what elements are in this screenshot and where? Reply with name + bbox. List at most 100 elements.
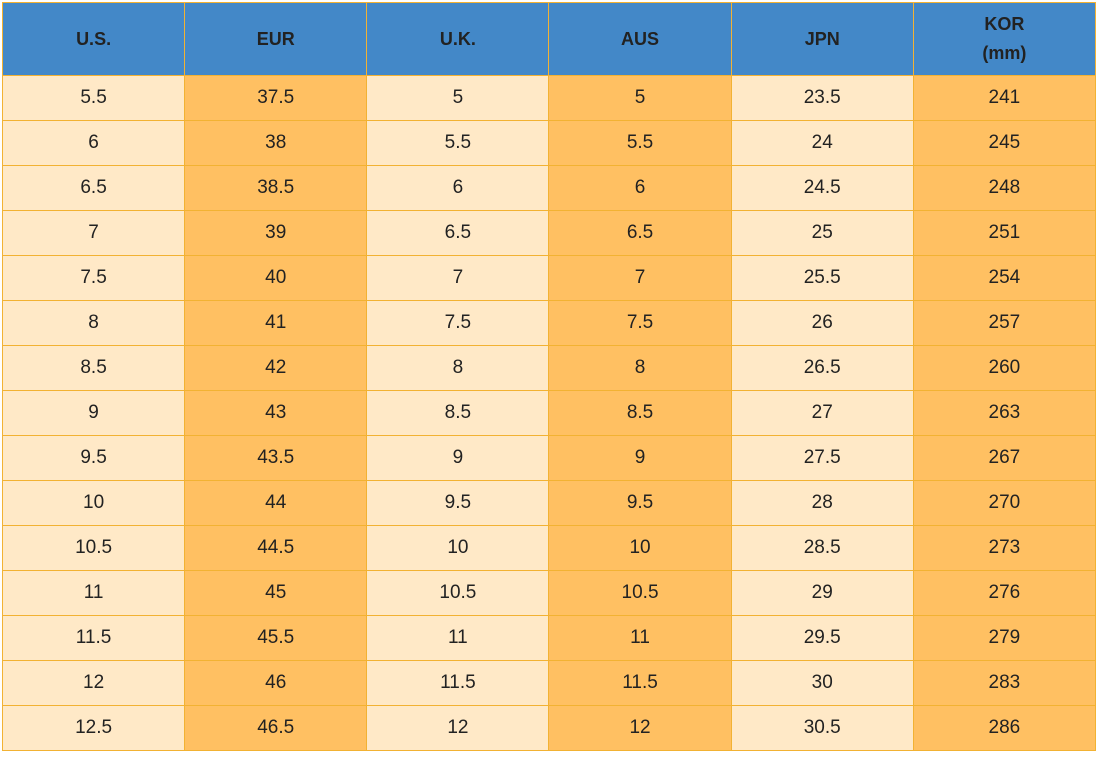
table-cell: 283	[912, 660, 1097, 706]
table-cell: 245	[912, 120, 1097, 166]
table-cell: 7	[1, 210, 186, 256]
table-cell: 42	[184, 345, 368, 391]
table-cell: 46.5	[184, 705, 368, 751]
table-cell: 11	[548, 615, 732, 661]
table-cell: 24	[730, 120, 914, 166]
table-cell: 8.5	[548, 390, 732, 436]
table-cell: 6.5	[366, 210, 550, 256]
table-cell: 11.5	[366, 660, 550, 706]
table-row: 11.5 45.5 11 11 29.5 279	[1, 615, 1097, 661]
table-cell: 6.5	[1, 165, 186, 211]
table-cell: 46	[184, 660, 368, 706]
table-cell: 254	[912, 255, 1097, 301]
table-cell: 43	[184, 390, 368, 436]
table-row: 6 38 5.5 5.5 24 245	[1, 120, 1097, 166]
table-cell: 8	[548, 345, 732, 391]
header-row: U.S. EUR U.K. AUS JPN KOR (mm)	[1, 2, 1097, 76]
table-cell: 248	[912, 165, 1097, 211]
table-cell: 7.5	[1, 255, 186, 301]
table-cell: 25	[730, 210, 914, 256]
table-cell: 241	[912, 75, 1097, 121]
table-cell: 276	[912, 570, 1097, 616]
table-cell: 7	[366, 255, 550, 301]
table-row: 9 43 8.5 8.5 27 263	[1, 390, 1097, 436]
table-cell: 27.5	[730, 435, 914, 481]
table-cell: 30	[730, 660, 914, 706]
table-row: 7.5 40 7 7 25.5 254	[1, 255, 1097, 301]
table-cell: 11	[1, 570, 186, 616]
table-cell: 28	[730, 480, 914, 526]
table-cell: 5	[366, 75, 550, 121]
table-cell: 286	[912, 705, 1097, 751]
table-cell: 27	[730, 390, 914, 436]
table-cell: 26	[730, 300, 914, 346]
table-cell: 8.5	[366, 390, 550, 436]
table-cell: 38.5	[184, 165, 368, 211]
table-cell: 12	[1, 660, 186, 706]
table-cell: 9.5	[548, 480, 732, 526]
table-row: 5.5 37.5 5 5 23.5 241	[1, 75, 1097, 121]
table-cell: 28.5	[730, 525, 914, 571]
table-cell: 10	[366, 525, 550, 571]
table-cell: 44.5	[184, 525, 368, 571]
table-cell: 44	[184, 480, 368, 526]
table-cell: 6.5	[548, 210, 732, 256]
column-header: U.S.	[1, 2, 186, 76]
table-cell: 30.5	[730, 705, 914, 751]
table-row: 12 46 11.5 11.5 30 283	[1, 660, 1097, 706]
table-cell: 6	[1, 120, 186, 166]
table-cell: 7.5	[366, 300, 550, 346]
table-row: 6.5 38.5 6 6 24.5 248	[1, 165, 1097, 211]
table-cell: 23.5	[730, 75, 914, 121]
table-cell: 41	[184, 300, 368, 346]
table-cell: 26.5	[730, 345, 914, 391]
table-cell: 45.5	[184, 615, 368, 661]
table-row: 9.5 43.5 9 9 27.5 267	[1, 435, 1097, 481]
column-header: EUR	[184, 2, 368, 76]
table-cell: 10.5	[1, 525, 186, 571]
table-cell: 12	[366, 705, 550, 751]
table-cell: 7.5	[548, 300, 732, 346]
table-cell: 260	[912, 345, 1097, 391]
column-header: AUS	[548, 2, 732, 76]
table-cell: 10.5	[548, 570, 732, 616]
table-cell: 29	[730, 570, 914, 616]
table-cell: 9	[1, 390, 186, 436]
table-cell: 257	[912, 300, 1097, 346]
table-cell: 24.5	[730, 165, 914, 211]
table-row: 11 45 10.5 10.5 29 276	[1, 570, 1097, 616]
table-cell: 10	[1, 480, 186, 526]
table-cell: 37.5	[184, 75, 368, 121]
table-cell: 6	[366, 165, 550, 211]
table-row: 10 44 9.5 9.5 28 270	[1, 480, 1097, 526]
table-header: U.S. EUR U.K. AUS JPN KOR (mm)	[1, 2, 1097, 76]
column-header: KOR (mm)	[912, 2, 1097, 76]
table-row: 8 41 7.5 7.5 26 257	[1, 300, 1097, 346]
table-cell: 6	[548, 165, 732, 211]
table-cell: 10	[548, 525, 732, 571]
table-cell: 8.5	[1, 345, 186, 391]
table-cell: 9	[366, 435, 550, 481]
table-cell: 38	[184, 120, 368, 166]
table-cell: 12.5	[1, 705, 186, 751]
table-cell: 7	[548, 255, 732, 301]
column-header: U.K.	[366, 2, 550, 76]
table-cell: 43.5	[184, 435, 368, 481]
table-cell: 273	[912, 525, 1097, 571]
table-cell: 9.5	[1, 435, 186, 481]
table-cell: 5.5	[548, 120, 732, 166]
table-cell: 11.5	[1, 615, 186, 661]
table-row: 8.5 42 8 8 26.5 260	[1, 345, 1097, 391]
table-cell: 11	[366, 615, 550, 661]
column-header: JPN	[730, 2, 914, 76]
table-cell: 5.5	[1, 75, 186, 121]
table-cell: 25.5	[730, 255, 914, 301]
table-cell: 29.5	[730, 615, 914, 661]
table-cell: 267	[912, 435, 1097, 481]
table-cell: 8	[366, 345, 550, 391]
table-cell: 11.5	[548, 660, 732, 706]
table-row: 10.5 44.5 10 10 28.5 273	[1, 525, 1097, 571]
table-cell: 5.5	[366, 120, 550, 166]
